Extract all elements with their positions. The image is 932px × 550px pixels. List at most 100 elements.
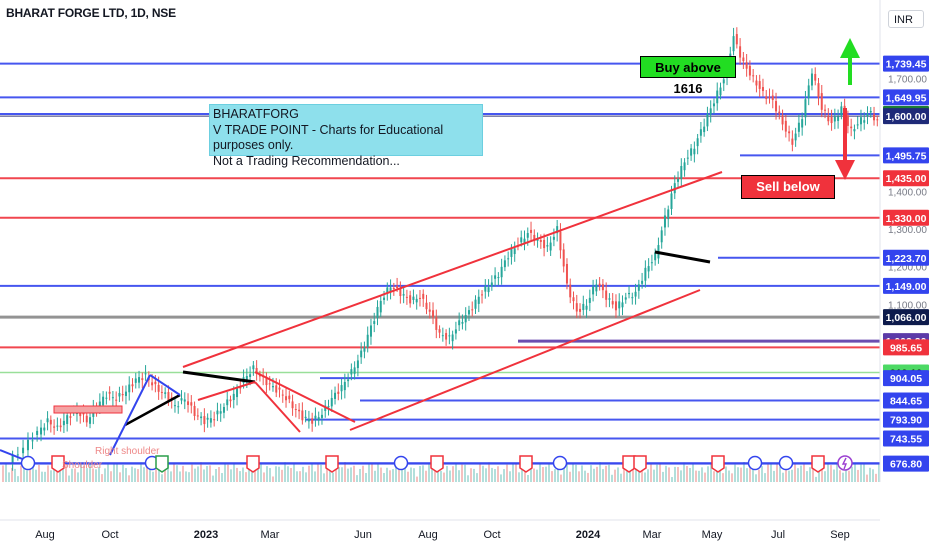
candle-body [876,119,879,121]
volume-bar [659,462,661,482]
volume-bar [704,472,706,482]
candle-body [712,103,715,107]
volume-bar [443,472,445,482]
candle-body [539,239,542,242]
candle-body [167,392,170,402]
candle-body [693,148,696,155]
volume-bar [275,466,277,482]
candle-body [677,179,680,182]
candle-body [415,298,418,303]
volume-bar [710,463,712,482]
volume-bar [506,464,508,482]
volume-bar [209,465,211,482]
candle-body [703,126,706,133]
volume-bar [707,466,709,482]
candle-body [222,407,225,413]
price-tag-label: 793.90 [890,415,922,427]
candle-body [206,417,209,420]
candle-body [794,133,797,141]
volume-bar [356,475,358,482]
volume-bar [29,462,31,482]
volume-bar [179,471,181,482]
volume-bar [110,471,112,482]
volume-bar [686,465,688,482]
candle-body [788,131,791,134]
candle-body [46,418,49,423]
candle-body [801,119,804,128]
volume-bar [629,469,631,482]
volume-bar [836,464,838,482]
candle-body [376,306,379,318]
volume-bar [287,466,289,482]
volume-bar [194,468,196,482]
candle-body [758,81,761,89]
volume-bar [719,464,721,482]
candle-body [98,401,101,406]
volume-bar [131,466,133,482]
volume-bar [749,467,751,482]
volume-bars [2,462,880,482]
candle-body [79,411,82,417]
volume-bar [134,468,136,482]
volume-bar [341,467,343,482]
candle-body [180,398,183,401]
candle-body [778,111,781,114]
volume-bar [698,470,700,482]
candle-body [745,62,748,69]
earnings-marker-icon [430,455,444,473]
volume-bar [440,470,442,482]
candle-body [856,124,859,126]
volume-bar [521,464,523,482]
candle-body [608,298,611,300]
volume-bar [491,467,493,482]
volume-bar [191,464,193,482]
candle-body [164,392,167,394]
candle-body [784,120,787,132]
volume-bar [593,468,595,482]
volume-bar [734,464,736,482]
trendlines [0,171,723,463]
volume-bar [158,467,160,482]
candle-body [680,166,683,179]
volume-bar [350,467,352,482]
candle-body [271,386,274,388]
flag-line-blue [109,374,151,456]
candle-body [363,347,366,352]
candle-body [49,419,52,425]
candle-body [820,93,823,110]
candle-body [203,416,206,425]
candle-body [285,396,288,401]
currency-button[interactable]: INR [888,10,924,28]
y-tick-label: 1,700.00 [888,74,927,85]
candle-body [389,287,392,292]
price-tags: 1,739.451,649.951,605.701,600.001,495.75… [883,55,929,472]
volume-bar [821,465,823,482]
volume-bar [677,466,679,482]
up-arrow-icon [840,38,860,58]
dividend-marker-icon [552,455,568,471]
earnings-marker-icon [155,455,169,473]
volume-bar [620,473,622,482]
volume-bar [362,465,364,482]
candle-body [807,85,810,99]
price-tag-label: 1,435.00 [886,173,927,185]
candle-body [866,113,869,116]
x-tick-label: May [702,529,723,541]
candle-body [507,258,510,260]
candle-body [660,230,663,243]
candle-body [670,193,673,209]
volume-bar [458,470,460,482]
volume-bar [95,469,97,482]
volume-bar [518,472,520,482]
earnings-marker-icon [51,455,65,473]
candle-body [464,315,467,323]
volume-bar [863,464,865,482]
candle-body [579,308,582,312]
candle-body [219,411,222,414]
candle-body [418,297,421,299]
price-tag-label: 743.55 [890,434,922,446]
candle-body [31,440,34,442]
volume-bar [68,475,70,482]
volume-bar [494,469,496,482]
